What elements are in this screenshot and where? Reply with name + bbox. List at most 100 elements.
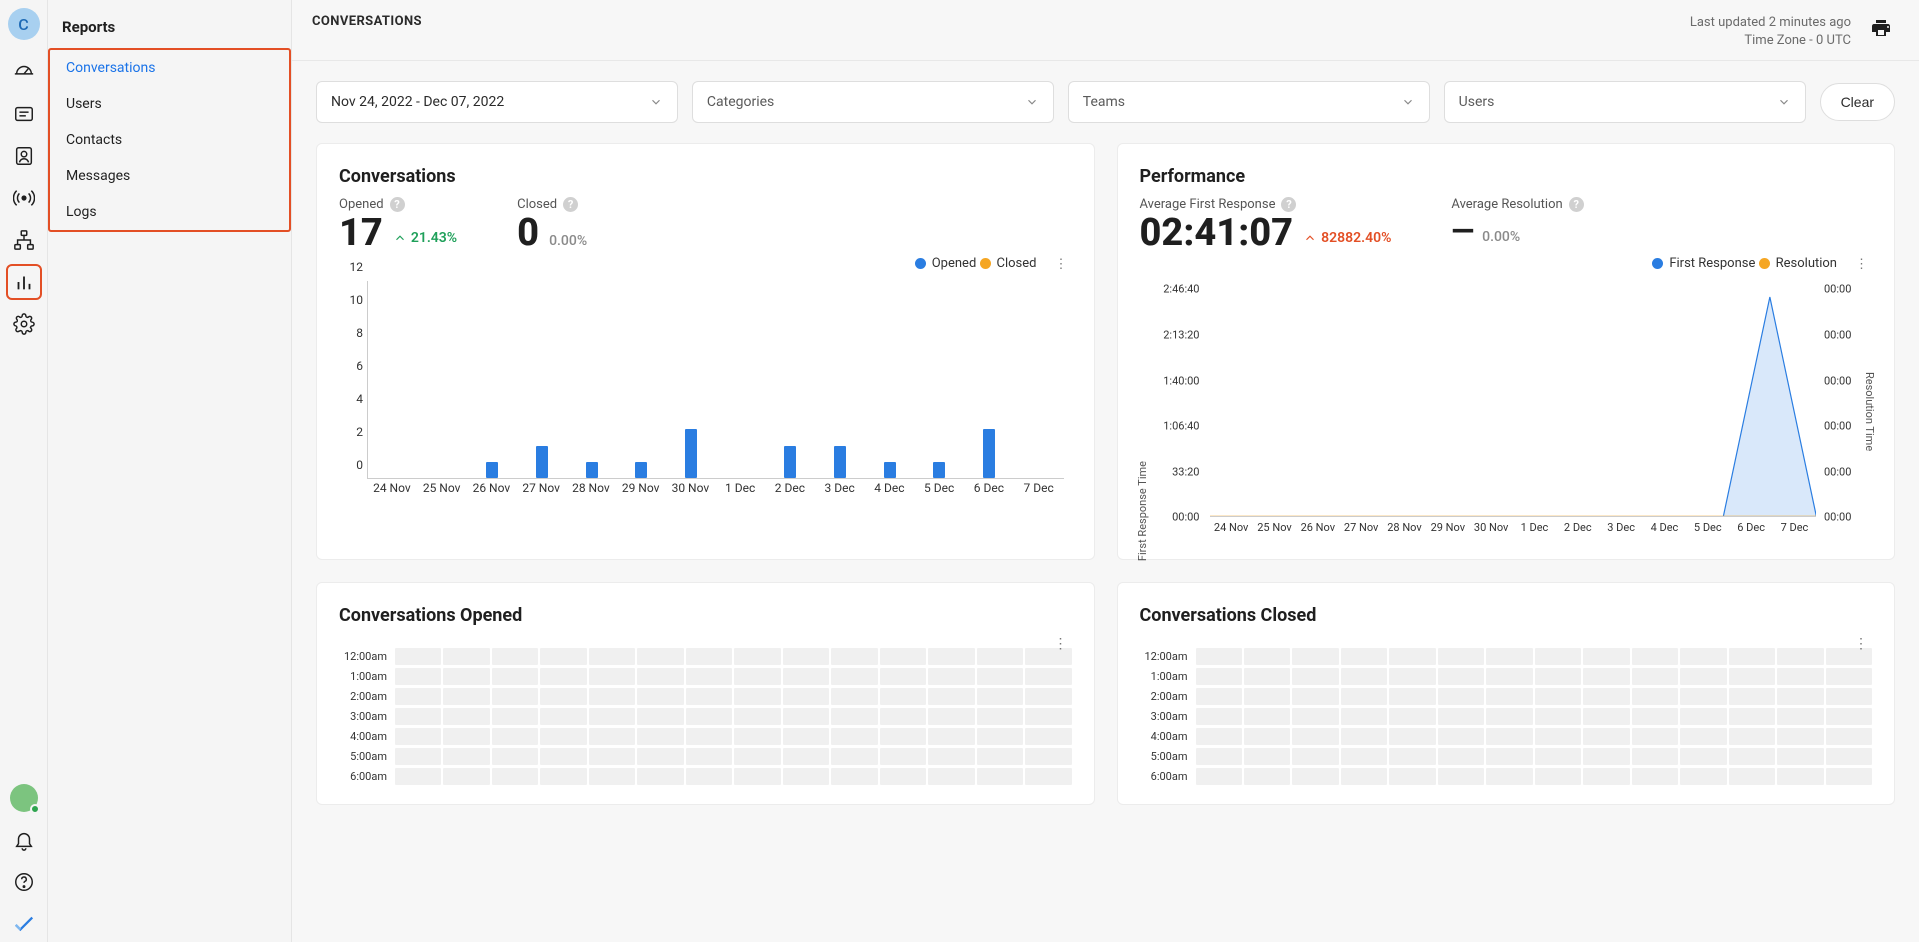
chart-menu-icon[interactable]: ⋮ — [1051, 257, 1072, 272]
first-response-label: Average First Response — [1140, 197, 1276, 212]
heatmap-cell — [540, 648, 586, 665]
sidebar-item-users[interactable]: Users — [50, 86, 289, 122]
heatmap-cell — [1729, 748, 1775, 765]
heatmap-hour-label: 12:00am — [339, 650, 395, 663]
clear-button[interactable]: Clear — [1820, 83, 1895, 121]
broadcast-icon[interactable] — [6, 180, 42, 216]
closed-heatmap: ⋮ 12:00am1:00am2:00am3:00am4:00am5:00am6… — [1140, 636, 1873, 786]
heatmap-cell — [540, 748, 586, 765]
heatmap-cell — [1632, 748, 1678, 765]
heatmap-cell — [637, 648, 683, 665]
heatmap-cell — [1438, 688, 1484, 705]
print-icon[interactable] — [1869, 14, 1893, 40]
conversations-icon[interactable] — [6, 96, 42, 132]
workspace-avatar[interactable]: C — [8, 8, 40, 40]
heatmap-cell — [1583, 648, 1629, 665]
heatmap-cell — [928, 708, 974, 725]
heatmap-cell — [1389, 648, 1435, 665]
chart-menu-icon[interactable]: ⋮ — [1851, 257, 1872, 272]
help-icon[interactable]: ? — [1281, 197, 1296, 212]
heatmap-cell — [1292, 668, 1338, 685]
heatmap-cell — [1196, 668, 1242, 685]
help-icon[interactable]: ? — [1569, 197, 1584, 212]
heatmap-cell — [880, 688, 926, 705]
heatmap-cell — [1826, 748, 1872, 765]
header-meta: Last updated 2 minutes ago Time Zone - 0… — [1690, 14, 1851, 50]
teams-select[interactable]: Teams — [1068, 81, 1430, 123]
heatmap-cell — [783, 668, 829, 685]
users-select[interactable]: Users — [1444, 81, 1806, 123]
heatmap-cell — [880, 728, 926, 745]
heatmap-cell — [637, 768, 683, 785]
contacts-icon[interactable] — [6, 138, 42, 174]
heatmap-cell — [1535, 668, 1581, 685]
heatmap-cell — [395, 648, 441, 665]
heatmap-cell — [540, 768, 586, 785]
heatmap-cell — [928, 688, 974, 705]
heatmap-cell — [1196, 648, 1242, 665]
help-icon[interactable]: ? — [390, 197, 405, 212]
heatmap-cell — [443, 668, 489, 685]
heatmap-cell — [1583, 668, 1629, 685]
chart-menu-icon[interactable]: ⋮ — [1850, 636, 1872, 652]
reports-icon[interactable] — [6, 264, 42, 300]
heatmap-cell — [783, 708, 829, 725]
heatmap-cell — [589, 708, 635, 725]
conversations-bar-chart: 024681012 24 Nov25 Nov26 Nov27 Nov28 Nov… — [367, 281, 1064, 501]
notifications-icon[interactable] — [6, 822, 42, 858]
heatmap-cell — [1583, 748, 1629, 765]
heatmap-cell — [686, 748, 732, 765]
heatmap-cell — [1826, 728, 1872, 745]
heatmap-cell — [1196, 768, 1242, 785]
heatmap-cell — [1777, 728, 1823, 745]
heatmap-cell — [1729, 768, 1775, 785]
heatmap-cell — [928, 728, 974, 745]
help-icon[interactable]: ? — [563, 197, 578, 212]
heatmap-cell — [1341, 728, 1387, 745]
sidebar-item-conversations[interactable]: Conversations — [50, 50, 289, 86]
user-status[interactable] — [6, 780, 42, 816]
heatmap-cell — [1729, 688, 1775, 705]
heatmap-cell — [1729, 648, 1775, 665]
heatmap-hour-label: 12:00am — [1140, 650, 1196, 663]
heatmap-cell — [492, 648, 538, 665]
sidebar-item-logs[interactable]: Logs — [50, 194, 289, 230]
date-range-select[interactable]: Nov 24, 2022 - Dec 07, 2022 — [316, 81, 678, 123]
sidebar-item-messages[interactable]: Messages — [50, 158, 289, 194]
categories-select[interactable]: Categories — [692, 81, 1054, 123]
breadcrumb: CONVERSATIONS — [312, 14, 422, 29]
heatmap-cell — [1486, 748, 1532, 765]
heatmap-cell — [1826, 768, 1872, 785]
opened-heatmap: ⋮ 12:00am1:00am2:00am3:00am4:00am5:00am6… — [339, 636, 1072, 786]
chart-menu-icon[interactable]: ⋮ — [1050, 636, 1072, 652]
legend-item: Closed — [980, 256, 1037, 271]
heatmap-cell — [589, 648, 635, 665]
dashboard-icon[interactable] — [6, 54, 42, 90]
heatmap-cell — [734, 708, 780, 725]
heatmap-row: 12:00am — [339, 646, 1072, 666]
heatmap-cell — [1535, 768, 1581, 785]
heatmap-cell — [831, 668, 877, 685]
conversations-opened-title: Conversations Opened — [339, 605, 1072, 626]
heatmap-cell — [395, 728, 441, 745]
workflow-icon[interactable] — [6, 222, 42, 258]
heatmap-cell — [977, 648, 1023, 665]
bar-opened — [784, 446, 796, 479]
help-icon[interactable] — [6, 864, 42, 900]
brand-icon[interactable] — [6, 906, 42, 942]
heatmap-row: 2:00am — [1140, 686, 1873, 706]
categories-placeholder: Categories — [707, 94, 774, 110]
heatmap-cell — [1341, 688, 1387, 705]
heatmap-cell — [1244, 748, 1290, 765]
settings-icon[interactable] — [6, 306, 42, 342]
heatmap-cell — [1777, 748, 1823, 765]
sidebar-item-contacts[interactable]: Contacts — [50, 122, 289, 158]
heatmap-cell — [637, 748, 683, 765]
heatmap-cell — [734, 728, 780, 745]
heatmap-cell — [880, 768, 926, 785]
heatmap-cell — [1826, 708, 1872, 725]
heatmap-row: 12:00am — [1140, 646, 1873, 666]
heatmap-cell — [1025, 748, 1071, 765]
heatmap-cell — [589, 688, 635, 705]
heatmap-row: 1:00am — [339, 666, 1072, 686]
